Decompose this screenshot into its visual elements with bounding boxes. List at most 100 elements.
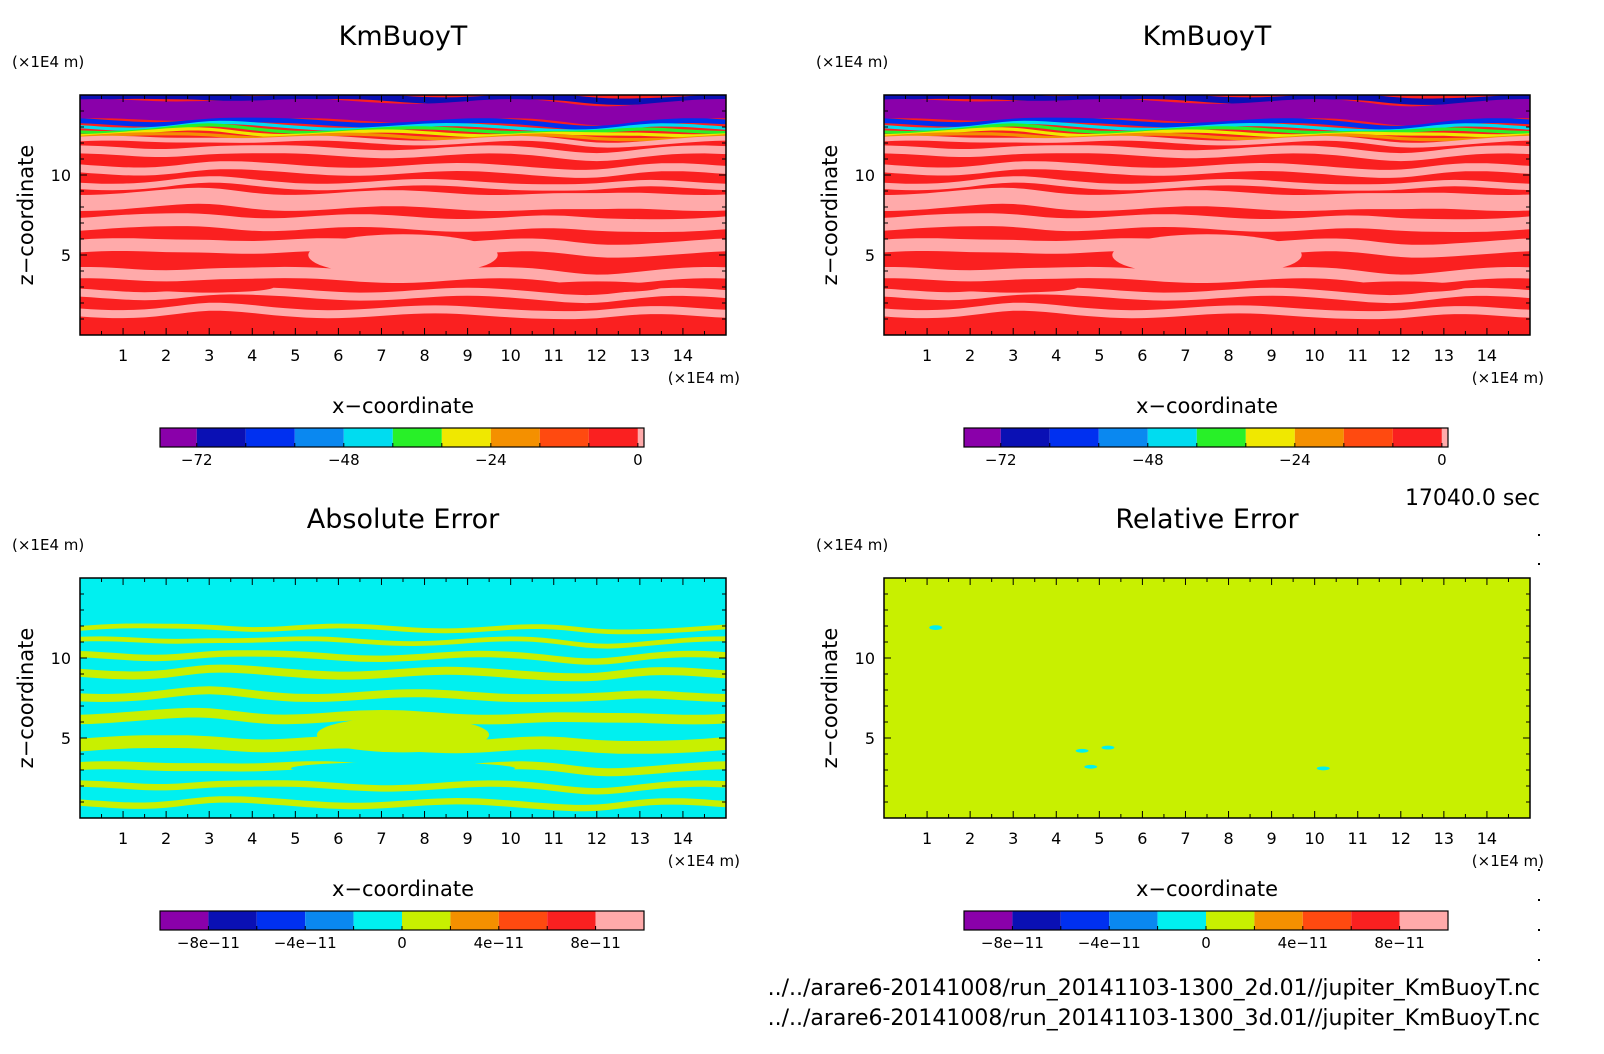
x-tick-label: 10 — [1304, 829, 1324, 848]
x-tick-label: 12 — [587, 346, 607, 365]
contour-blob — [1112, 234, 1302, 276]
footer-dots — [1538, 534, 1540, 961]
colorbar-segment — [588, 428, 638, 447]
colorbar-segment — [245, 428, 295, 447]
colorbar-segment — [637, 428, 644, 447]
x-tick-label: 7 — [1180, 829, 1190, 848]
contour-band — [884, 95, 1530, 105]
x-tick-label: 13 — [630, 829, 650, 848]
colorbar-segment — [1049, 428, 1099, 447]
colorbar-segment — [1147, 428, 1197, 447]
contour-blob — [1075, 748, 1089, 753]
plot-area — [80, 95, 726, 335]
x-tick-label: 6 — [333, 346, 343, 365]
contour-blob — [532, 281, 662, 293]
contour-band — [884, 135, 1530, 148]
x-tick-label: 14 — [673, 346, 693, 365]
colorbar-tick-label: −8e−11 — [177, 934, 240, 952]
colorbar-segment — [595, 911, 644, 930]
x-tick-label: 9 — [463, 346, 473, 365]
plot-area — [80, 578, 726, 818]
contour-band — [884, 213, 1530, 232]
x-tick-label: 7 — [376, 829, 386, 848]
y-axis-label: z−coordinate — [14, 145, 38, 286]
x-tick-label: 12 — [1391, 346, 1411, 365]
contour-band — [80, 650, 726, 665]
x-tick-label: 9 — [1267, 829, 1277, 848]
contour-blob — [316, 717, 490, 753]
colorbar-segment — [1254, 911, 1303, 930]
colorbar-segment — [1399, 911, 1448, 930]
y-axis-label: z−coordinate — [818, 628, 842, 769]
x-tick-label: 1 — [118, 829, 128, 848]
contour-blob — [1316, 766, 1330, 771]
x-tick-label: 2 — [161, 346, 171, 365]
contour-band — [80, 623, 726, 635]
colorbar-segment — [294, 428, 344, 447]
x-tick-label: 1 — [922, 829, 932, 848]
colorbar-frame — [963, 427, 1449, 448]
contour-band — [80, 132, 726, 142]
colorbar-tick-label: 0 — [633, 451, 643, 469]
colorbar-segment — [160, 428, 197, 447]
colorbar-segment — [539, 428, 589, 447]
y-unit-label: (×1E4 m) — [816, 536, 888, 554]
colorbar-tick-label: −48 — [328, 451, 360, 469]
x-tick-label: 7 — [376, 346, 386, 365]
colorbar-segment — [343, 428, 393, 447]
x-tick-label: 9 — [1267, 346, 1277, 365]
contour-band — [884, 132, 1530, 142]
x-tick-label: 6 — [1137, 346, 1147, 365]
contour-band — [80, 636, 726, 649]
x-unit-label: (×1E4 m) — [668, 369, 740, 387]
contour-blob — [1336, 281, 1466, 293]
colorbar-segment — [1245, 428, 1295, 447]
x-tick-label: 11 — [544, 829, 564, 848]
y-unit-label: (×1E4 m) — [12, 53, 84, 71]
colorbar-segment — [490, 428, 540, 447]
colorbar-tick-label: 4e−11 — [1278, 934, 1328, 952]
contour-band — [80, 796, 726, 812]
contour-blob — [1101, 745, 1115, 750]
chart-title: KmBuoyT — [1143, 21, 1272, 52]
colorbar-segment — [1012, 911, 1061, 930]
x-tick-label: 3 — [1008, 346, 1018, 365]
x-tick-label: 14 — [673, 829, 693, 848]
chart-title: Relative Error — [1115, 504, 1299, 535]
colorbar-tick-label: −4e−11 — [274, 934, 337, 952]
contour-band — [80, 123, 726, 135]
contour-blob — [291, 762, 515, 775]
colorbar-segment — [1060, 911, 1110, 930]
plot-area — [884, 578, 1530, 818]
contour-band — [80, 780, 726, 795]
colorbar-segment — [964, 428, 1001, 447]
x-axis-label: x−coordinate — [1136, 877, 1278, 901]
colorbar-frame — [159, 427, 645, 448]
colorbar-segment — [1196, 428, 1246, 447]
x-unit-label: (×1E4 m) — [668, 852, 740, 870]
contour-band — [80, 664, 726, 682]
colorbar-segment — [547, 911, 596, 930]
contour-band — [884, 161, 1530, 178]
y-tick-label: 5 — [865, 729, 875, 748]
x-tick-label: 1 — [118, 346, 128, 365]
colorbar-tick-label: −8e−11 — [981, 934, 1044, 952]
contour-blob — [929, 625, 943, 630]
x-tick-label: 7 — [1180, 346, 1190, 365]
x-tick-label: 6 — [333, 829, 343, 848]
colorbar-segment — [208, 911, 257, 930]
colorbar-segment — [498, 911, 548, 930]
colorbar-tick-label: −48 — [1132, 451, 1164, 469]
colorbar-tick-label: 0 — [397, 934, 407, 952]
y-axis-label: z−coordinate — [818, 145, 842, 286]
x-tick-label: 10 — [500, 829, 520, 848]
y-tick-label: 10 — [855, 649, 875, 668]
x-tick-label: 3 — [204, 829, 214, 848]
colorbar: −8e−11 −4e−11 0 4e−11 8e−11 — [963, 910, 1449, 952]
colorbar-segment — [1157, 911, 1206, 930]
colorbar-segment — [441, 428, 491, 447]
chart-panel-3: Absolute Error(×1E4 m)1 2 3 4 5 6 7 8 9 10 11 12 13 1… — [12, 504, 740, 952]
contour-blob — [1084, 764, 1098, 769]
x-tick-label: 8 — [1223, 346, 1233, 365]
